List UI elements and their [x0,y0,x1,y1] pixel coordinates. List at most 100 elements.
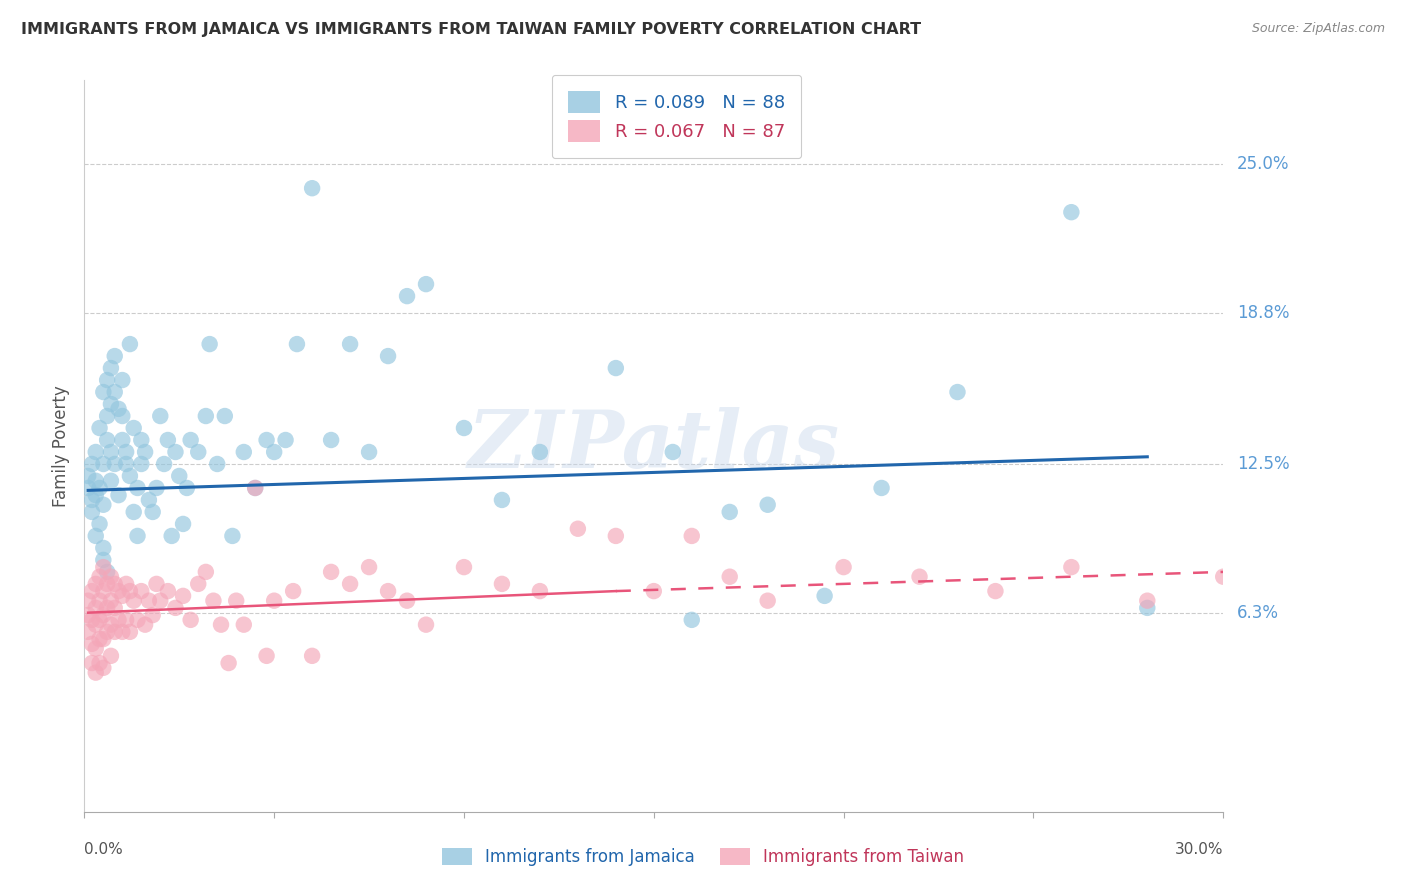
Point [491,577,513,591]
Point [377,349,399,363]
Point [77,624,100,639]
Point [89,570,111,584]
Point [115,613,138,627]
Point [142,505,165,519]
Point [93,457,115,471]
Point [100,593,122,607]
Point [396,289,419,303]
Point [100,474,122,488]
Point [169,469,191,483]
Point [870,481,893,495]
Point [194,565,217,579]
Point [814,589,837,603]
Point [84,665,107,680]
Point [80,584,103,599]
Point [93,553,115,567]
Point [89,516,111,531]
Point [453,421,475,435]
Text: 18.8%: 18.8% [1237,304,1289,322]
Point [115,577,138,591]
Point [225,593,247,607]
Point [111,433,134,447]
Point [221,529,243,543]
Point [84,474,107,488]
Point [80,492,103,507]
Point [1136,600,1159,615]
Point [756,498,779,512]
Point [96,624,118,639]
Point [84,488,107,502]
Point [107,613,129,627]
Point [122,505,145,519]
Point [96,433,118,447]
Text: 12.5%: 12.5% [1237,455,1289,473]
Point [172,589,194,603]
Point [89,421,111,435]
Point [187,445,209,459]
Point [142,608,165,623]
Point [104,600,127,615]
Point [93,385,115,400]
Point [643,584,665,599]
Point [214,409,236,423]
Point [256,433,278,447]
Text: Source: ZipAtlas.com: Source: ZipAtlas.com [1251,22,1385,36]
Point [89,632,111,646]
Point [1212,570,1234,584]
Point [118,624,141,639]
Point [359,560,381,574]
Point [100,445,122,459]
Point [80,613,103,627]
Point [77,481,100,495]
Point [96,409,118,423]
Point [107,488,129,502]
Point [89,481,111,495]
Point [100,361,122,376]
Point [80,457,103,471]
Point [118,469,141,483]
Point [339,337,361,351]
Point [160,529,183,543]
Point [89,656,111,670]
Point [194,409,217,423]
Point [84,445,107,459]
Point [149,409,172,423]
Legend: Immigrants from Jamaica, Immigrants from Taiwan: Immigrants from Jamaica, Immigrants from… [433,840,973,875]
Point [321,565,343,579]
Point [84,617,107,632]
Point [207,457,229,471]
Point [93,632,115,646]
Point [77,608,100,623]
Point [245,481,267,495]
Point [122,421,145,435]
Point [77,469,100,483]
Point [93,608,115,623]
Point [1136,593,1159,607]
Point [415,277,437,292]
Point [832,560,855,574]
Point [209,617,232,632]
Point [122,593,145,607]
Point [605,361,627,376]
Point [134,445,156,459]
Y-axis label: Family Poverty: Family Poverty [52,385,70,507]
Text: IMMIGRANTS FROM JAMAICA VS IMMIGRANTS FROM TAIWAN FAMILY POVERTY CORRELATION CHA: IMMIGRANTS FROM JAMAICA VS IMMIGRANTS FR… [21,22,921,37]
Legend: R = 0.089   N = 88, R = 0.067   N = 87: R = 0.089 N = 88, R = 0.067 N = 87 [551,75,801,159]
Point [100,617,122,632]
Point [127,481,149,495]
Point [946,385,969,400]
Point [111,624,134,639]
Point [377,584,399,599]
Point [96,373,118,387]
Text: ZIPatlas: ZIPatlas [468,408,839,484]
Point [908,570,931,584]
Point [134,617,156,632]
Point [115,457,138,471]
Point [218,656,240,670]
Point [138,492,160,507]
Point [96,565,118,579]
Point [283,584,305,599]
Point [245,481,267,495]
Point [172,516,194,531]
Point [145,577,167,591]
